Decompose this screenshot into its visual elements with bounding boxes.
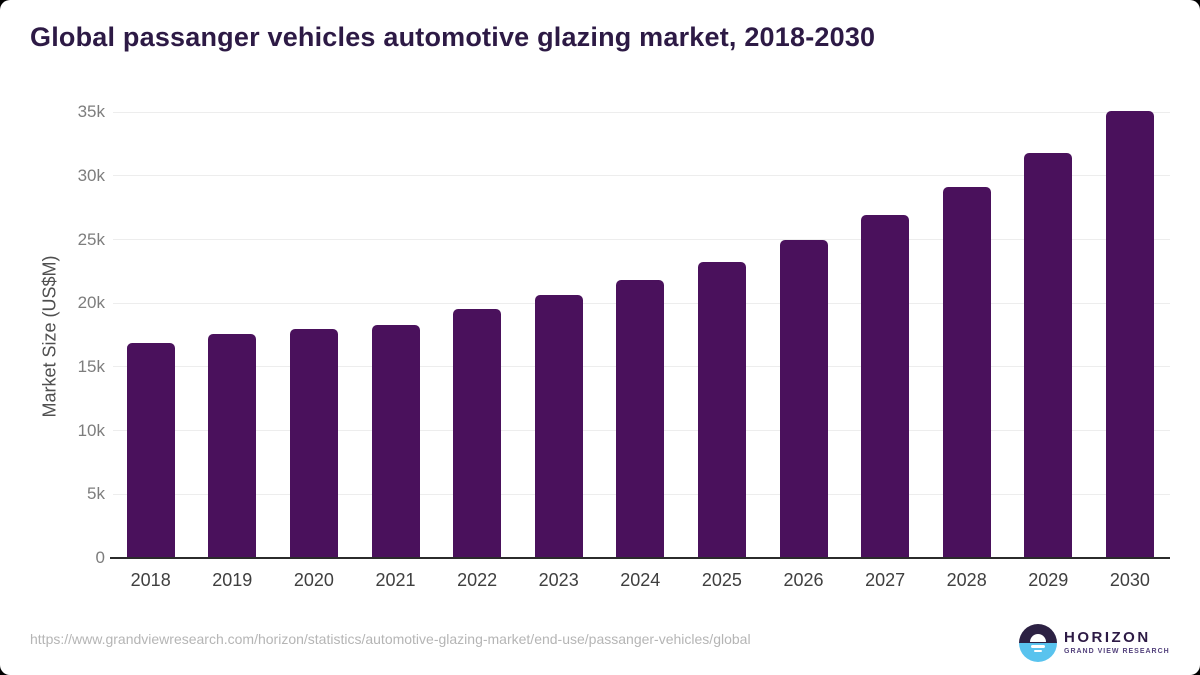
x-tick-label-2024: 2024: [620, 570, 661, 590]
bar-2019[interactable]: [208, 334, 257, 558]
bar-2018[interactable]: [126, 343, 175, 558]
gridline-35k: [113, 111, 1170, 113]
bar-2028[interactable]: [942, 186, 991, 558]
y-tick-label-15k: 15k: [77, 356, 105, 376]
y-tick-label-10k: 10k: [77, 420, 105, 440]
sun-reflection-line: [1034, 650, 1042, 653]
horizon-sun-icon: [1019, 624, 1057, 662]
bar-2020[interactable]: [289, 329, 338, 558]
y-axis-title: Market Size (US$M): [39, 255, 60, 418]
chart-title: Global passanger vehicles automotive gla…: [30, 22, 876, 52]
bar-2021[interactable]: [371, 324, 420, 558]
sun-reflection-line: [1031, 645, 1045, 648]
y-tick-label-30k: 30k: [77, 165, 105, 185]
y-tick-label-0: 0: [95, 548, 105, 567]
bar-2022[interactable]: [453, 308, 502, 558]
gridline-25k: [113, 239, 1170, 240]
x-tick-label-2021: 2021: [375, 570, 416, 590]
x-tick-label-2020: 2020: [293, 570, 334, 590]
bar-2027[interactable]: [861, 215, 910, 558]
source-url: https://www.grandviewresearch.com/horizo…: [30, 631, 751, 647]
bar-2026[interactable]: [779, 239, 828, 558]
x-tick-label-2028: 2028: [946, 570, 987, 590]
y-tick-label-5k: 5k: [87, 484, 105, 504]
x-tick-label-2030: 2030: [1109, 570, 1150, 590]
x-tick-label-2025: 2025: [701, 570, 742, 590]
logo-brand-text: HORIZON: [1064, 629, 1151, 646]
y-tick-label-20k: 20k: [77, 293, 105, 313]
x-tick-label-2018: 2018: [130, 570, 171, 590]
logo-wordmark: HORIZON GRAND VIEW RESEARCH: [1064, 630, 1170, 656]
logo-sub-brand-text: GRAND VIEW RESEARCH: [1064, 648, 1170, 655]
x-tick-label-2019: 2019: [212, 570, 253, 590]
horizon-logo: HORIZON GRAND VIEW RESEARCH: [1019, 624, 1170, 662]
x-tick-label-2022: 2022: [457, 570, 498, 590]
x-tick-label-2023: 2023: [538, 570, 579, 590]
x-axis-line: [110, 557, 1170, 559]
bar-2023[interactable]: [534, 294, 583, 558]
bar-2030[interactable]: [1105, 110, 1154, 558]
bar-2029[interactable]: [1024, 152, 1073, 558]
y-tick-label-25k: 25k: [77, 229, 105, 249]
x-tick-label-2026: 2026: [783, 570, 824, 590]
sun-dome-shape: [1030, 634, 1046, 642]
bar-2024[interactable]: [616, 279, 665, 558]
x-tick-label-2029: 2029: [1028, 570, 1069, 590]
x-tick-label-2027: 2027: [865, 570, 906, 590]
bar-2025[interactable]: [697, 261, 746, 558]
y-tick-label-35k: 35k: [77, 102, 105, 122]
gridline-30k: [113, 175, 1170, 177]
